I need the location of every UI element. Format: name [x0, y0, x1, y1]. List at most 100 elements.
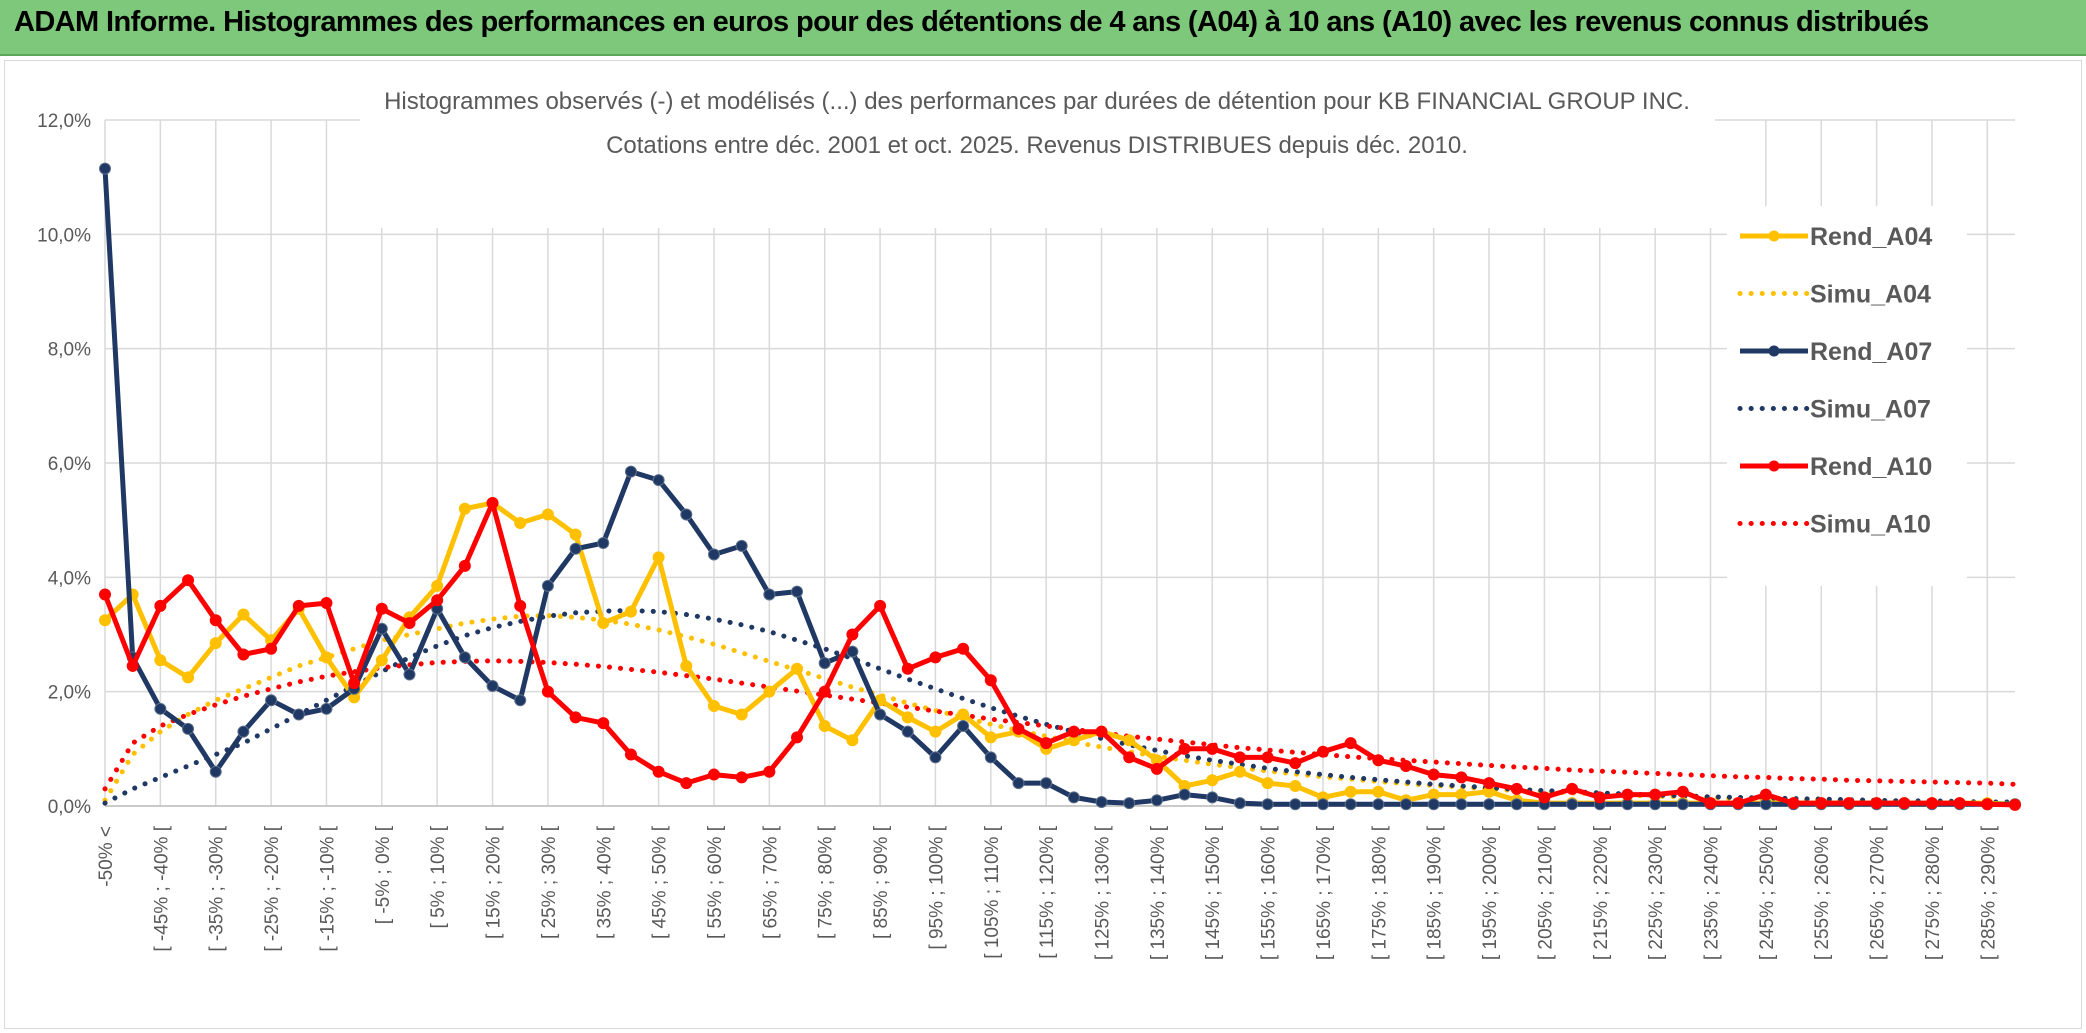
point-rend-a04 — [154, 654, 167, 667]
point-rend-a04 — [99, 614, 111, 627]
x-tick-label: [ 25% ; 30% [ — [539, 825, 560, 939]
point-rend-a10 — [1095, 725, 1108, 738]
point-rend-a10 — [431, 594, 444, 607]
point-rend-a04 — [541, 508, 554, 521]
point-rend-a10 — [1621, 788, 1634, 801]
point-rend-a07 — [486, 679, 499, 692]
point-rend-a04 — [597, 617, 610, 630]
point-rend-a04 — [624, 605, 637, 618]
x-tick-label: [ 175% ; 180% [ — [1369, 825, 1390, 960]
point-rend-a10 — [1040, 737, 1053, 750]
x-tick-label: [ 235% ; 240% [ — [1702, 825, 1723, 960]
point-rend-a07 — [929, 751, 942, 764]
point-rend-a07 — [984, 751, 997, 764]
point-rend-a10 — [348, 677, 361, 690]
point-rend-a07 — [1150, 794, 1163, 807]
point-rend-a07 — [1040, 777, 1053, 790]
point-rend-a07 — [818, 657, 831, 670]
point-rend-a10 — [2009, 798, 2021, 811]
point-rend-a04 — [569, 528, 582, 541]
legend-label-simu-a04: Simu_A04 — [1810, 281, 1931, 309]
legend-label-rend-a04: Rend_A04 — [1810, 223, 1932, 251]
x-tick-label: [ 75% ; 80% [ — [816, 825, 837, 939]
point-rend-a04 — [652, 551, 665, 564]
point-rend-a10 — [154, 599, 167, 612]
point-rend-a10 — [624, 748, 637, 761]
point-rend-a07 — [1095, 795, 1108, 808]
point-rend-a10 — [486, 497, 499, 510]
point-rend-a07 — [154, 702, 167, 715]
point-rend-a10 — [182, 574, 195, 587]
point-rend-a10 — [1012, 722, 1025, 735]
x-tick-label: [ -5% ; 0% [ — [373, 825, 394, 924]
point-rend-a07 — [1676, 798, 1689, 811]
point-rend-a07 — [1123, 797, 1136, 810]
point-rend-a10 — [597, 717, 610, 730]
x-tick-label: [ 265% ; 270% [ — [1868, 825, 1889, 960]
x-tick-label: [ 105% ; 110% [ — [982, 825, 1003, 958]
point-rend-a10 — [375, 602, 388, 615]
point-rend-a10 — [292, 599, 305, 612]
x-tick-label: [ 275% ; 280% [ — [1923, 825, 1944, 960]
point-rend-a07 — [1289, 798, 1302, 811]
legend-background — [1727, 206, 1967, 586]
point-rend-a07 — [624, 465, 637, 478]
point-rend-a04 — [182, 671, 195, 684]
point-rend-a04 — [846, 734, 859, 747]
point-rend-a10 — [265, 642, 278, 655]
chart-legend: Rend_A04 Simu_A04 Rend_A07 Simu_A07 Rend_A10… — [1727, 206, 1967, 586]
point-rend-a04 — [735, 708, 748, 721]
x-tick-label: [ 225% ; 230% [ — [1646, 825, 1667, 960]
page-title: ADAM Informe. Histogrammes des performan… — [14, 6, 1929, 38]
x-axis: -50% < [ -45% ; -40% [[ -35% ; -30% [[ -2… — [96, 805, 2015, 960]
point-rend-a10 — [1372, 754, 1385, 767]
x-tick-label: [ 255% ; 260% [ — [1812, 825, 1833, 960]
x-tick-label: [ 245% ; 250% [ — [1757, 825, 1778, 960]
point-rend-a10 — [1400, 759, 1413, 772]
point-rend-a04 — [929, 725, 942, 738]
point-rend-a07 — [99, 162, 111, 175]
point-rend-a10 — [1344, 737, 1357, 750]
point-rend-a04 — [984, 731, 997, 744]
point-rend-a10 — [1676, 785, 1689, 798]
x-tick-label: [ 35% ; 40% [ — [594, 825, 615, 939]
point-rend-a07 — [265, 694, 278, 707]
point-rend-a10 — [707, 768, 720, 781]
point-rend-a04 — [514, 517, 527, 530]
point-rend-a10 — [1759, 788, 1772, 801]
point-rend-a10 — [846, 628, 859, 641]
point-rend-a07 — [403, 668, 416, 681]
x-tick-label: -50% < — [96, 826, 117, 887]
x-tick-label: [ 155% ; 160% [ — [1259, 825, 1280, 960]
point-rend-a07 — [1455, 798, 1468, 811]
x-tick-label: [ 85% ; 90% [ — [871, 825, 892, 939]
x-tick-label: [ 5% ; 10% [ — [428, 825, 449, 928]
x-tick-label: [ -25% ; -20% [ — [262, 825, 283, 951]
point-rend-a10 — [874, 599, 887, 612]
point-rend-a07 — [874, 708, 887, 721]
point-rend-a10 — [1925, 797, 1938, 810]
point-rend-a07 — [707, 548, 720, 561]
point-rend-a10 — [1233, 751, 1246, 764]
point-rend-a10 — [99, 588, 111, 601]
point-rend-a07 — [735, 539, 748, 552]
point-rend-a07 — [209, 765, 222, 778]
point-rend-a04 — [209, 637, 222, 650]
point-rend-a04 — [818, 719, 831, 732]
y-tick-label: 8,0% — [48, 340, 91, 361]
point-rend-a10 — [1150, 762, 1163, 775]
point-rend-a10 — [1870, 797, 1883, 810]
x-tick-label: [ 125% ; 130% [ — [1093, 825, 1114, 960]
point-rend-a07 — [1233, 797, 1246, 810]
point-rend-a10 — [1953, 797, 1966, 810]
point-rend-a10 — [1178, 742, 1191, 755]
legend-marker-rend-a04 — [1768, 230, 1780, 242]
point-rend-a10 — [929, 651, 942, 664]
point-rend-a07 — [1566, 798, 1579, 811]
point-rend-a07 — [652, 474, 665, 487]
header-banner: ADAM Informe. Histogrammes des performan… — [0, 0, 2086, 56]
y-tick-label: 0,0% — [48, 797, 91, 818]
point-rend-a10 — [1510, 782, 1523, 795]
chart-series — [99, 162, 2021, 811]
point-rend-a07 — [1206, 791, 1219, 804]
